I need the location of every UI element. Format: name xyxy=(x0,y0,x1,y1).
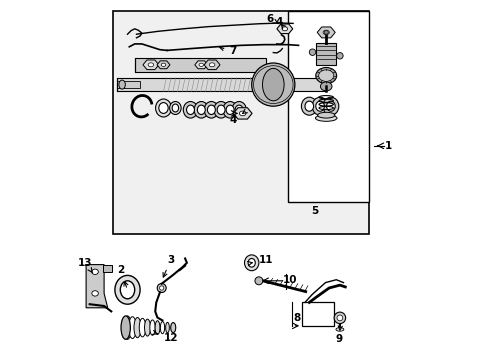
Ellipse shape xyxy=(128,317,136,338)
Ellipse shape xyxy=(160,321,164,334)
Polygon shape xyxy=(233,108,251,119)
Ellipse shape xyxy=(217,105,224,114)
Polygon shape xyxy=(86,265,107,308)
Ellipse shape xyxy=(301,97,317,115)
Text: 11: 11 xyxy=(247,255,273,266)
Ellipse shape xyxy=(149,320,155,335)
Ellipse shape xyxy=(335,328,343,331)
Ellipse shape xyxy=(92,269,98,275)
Ellipse shape xyxy=(155,321,160,334)
Ellipse shape xyxy=(204,102,218,118)
Ellipse shape xyxy=(239,111,245,116)
Ellipse shape xyxy=(199,63,203,67)
Text: 8: 8 xyxy=(292,312,300,323)
Ellipse shape xyxy=(92,291,98,296)
Ellipse shape xyxy=(309,49,315,55)
Polygon shape xyxy=(194,61,207,69)
Ellipse shape xyxy=(169,102,181,114)
Ellipse shape xyxy=(244,255,258,271)
Ellipse shape xyxy=(254,277,263,285)
Bar xyxy=(117,78,325,91)
Ellipse shape xyxy=(194,102,208,118)
Ellipse shape xyxy=(165,322,169,333)
Ellipse shape xyxy=(186,105,194,114)
Ellipse shape xyxy=(197,105,205,114)
Ellipse shape xyxy=(155,99,171,117)
Ellipse shape xyxy=(120,281,134,299)
Ellipse shape xyxy=(322,97,338,115)
Text: 2: 2 xyxy=(117,265,128,287)
Polygon shape xyxy=(276,24,292,33)
Ellipse shape xyxy=(318,70,333,81)
Ellipse shape xyxy=(326,101,335,111)
Bar xyxy=(316,43,336,65)
Ellipse shape xyxy=(172,104,178,112)
Ellipse shape xyxy=(225,105,234,114)
Text: 4: 4 xyxy=(274,17,285,29)
Text: 9: 9 xyxy=(335,326,342,344)
Ellipse shape xyxy=(333,312,345,324)
Ellipse shape xyxy=(336,53,343,59)
Ellipse shape xyxy=(315,115,336,121)
Ellipse shape xyxy=(139,318,145,337)
Bar xyxy=(302,302,334,326)
Ellipse shape xyxy=(247,258,255,267)
Ellipse shape xyxy=(282,27,287,31)
Ellipse shape xyxy=(123,316,131,339)
Ellipse shape xyxy=(161,63,165,67)
Ellipse shape xyxy=(311,97,327,115)
Ellipse shape xyxy=(213,102,228,118)
Ellipse shape xyxy=(148,63,153,67)
Ellipse shape xyxy=(159,286,163,290)
Ellipse shape xyxy=(305,101,313,111)
Polygon shape xyxy=(142,60,159,69)
Ellipse shape xyxy=(336,315,342,321)
Ellipse shape xyxy=(159,103,168,113)
Ellipse shape xyxy=(170,323,175,333)
Text: 13: 13 xyxy=(78,258,92,273)
Ellipse shape xyxy=(320,82,331,91)
Polygon shape xyxy=(204,60,220,69)
Text: 7: 7 xyxy=(219,46,236,56)
Bar xyxy=(113,11,368,234)
Bar xyxy=(103,265,112,272)
Ellipse shape xyxy=(317,112,334,118)
Text: 6: 6 xyxy=(265,14,278,24)
Text: 5: 5 xyxy=(310,206,318,216)
Bar xyxy=(117,81,140,88)
Ellipse shape xyxy=(157,284,166,292)
Text: 10: 10 xyxy=(282,275,297,285)
Ellipse shape xyxy=(251,63,294,106)
Text: 12: 12 xyxy=(152,330,178,343)
Polygon shape xyxy=(157,61,170,69)
Ellipse shape xyxy=(262,68,284,101)
Bar xyxy=(134,58,265,72)
Ellipse shape xyxy=(207,105,215,114)
Ellipse shape xyxy=(315,68,336,84)
Polygon shape xyxy=(317,27,335,38)
Ellipse shape xyxy=(231,102,246,118)
Ellipse shape xyxy=(323,30,329,35)
Ellipse shape xyxy=(115,275,140,304)
Bar xyxy=(287,11,368,202)
Ellipse shape xyxy=(119,80,125,89)
Text: 4: 4 xyxy=(229,109,247,125)
Ellipse shape xyxy=(209,63,214,67)
Ellipse shape xyxy=(144,319,150,336)
Ellipse shape xyxy=(134,318,141,338)
Ellipse shape xyxy=(223,102,237,118)
Text: 1: 1 xyxy=(384,141,391,151)
Ellipse shape xyxy=(121,316,130,339)
Text: 3: 3 xyxy=(163,255,174,277)
Ellipse shape xyxy=(324,31,328,34)
Ellipse shape xyxy=(235,105,243,114)
Ellipse shape xyxy=(183,102,197,118)
Ellipse shape xyxy=(315,101,324,111)
